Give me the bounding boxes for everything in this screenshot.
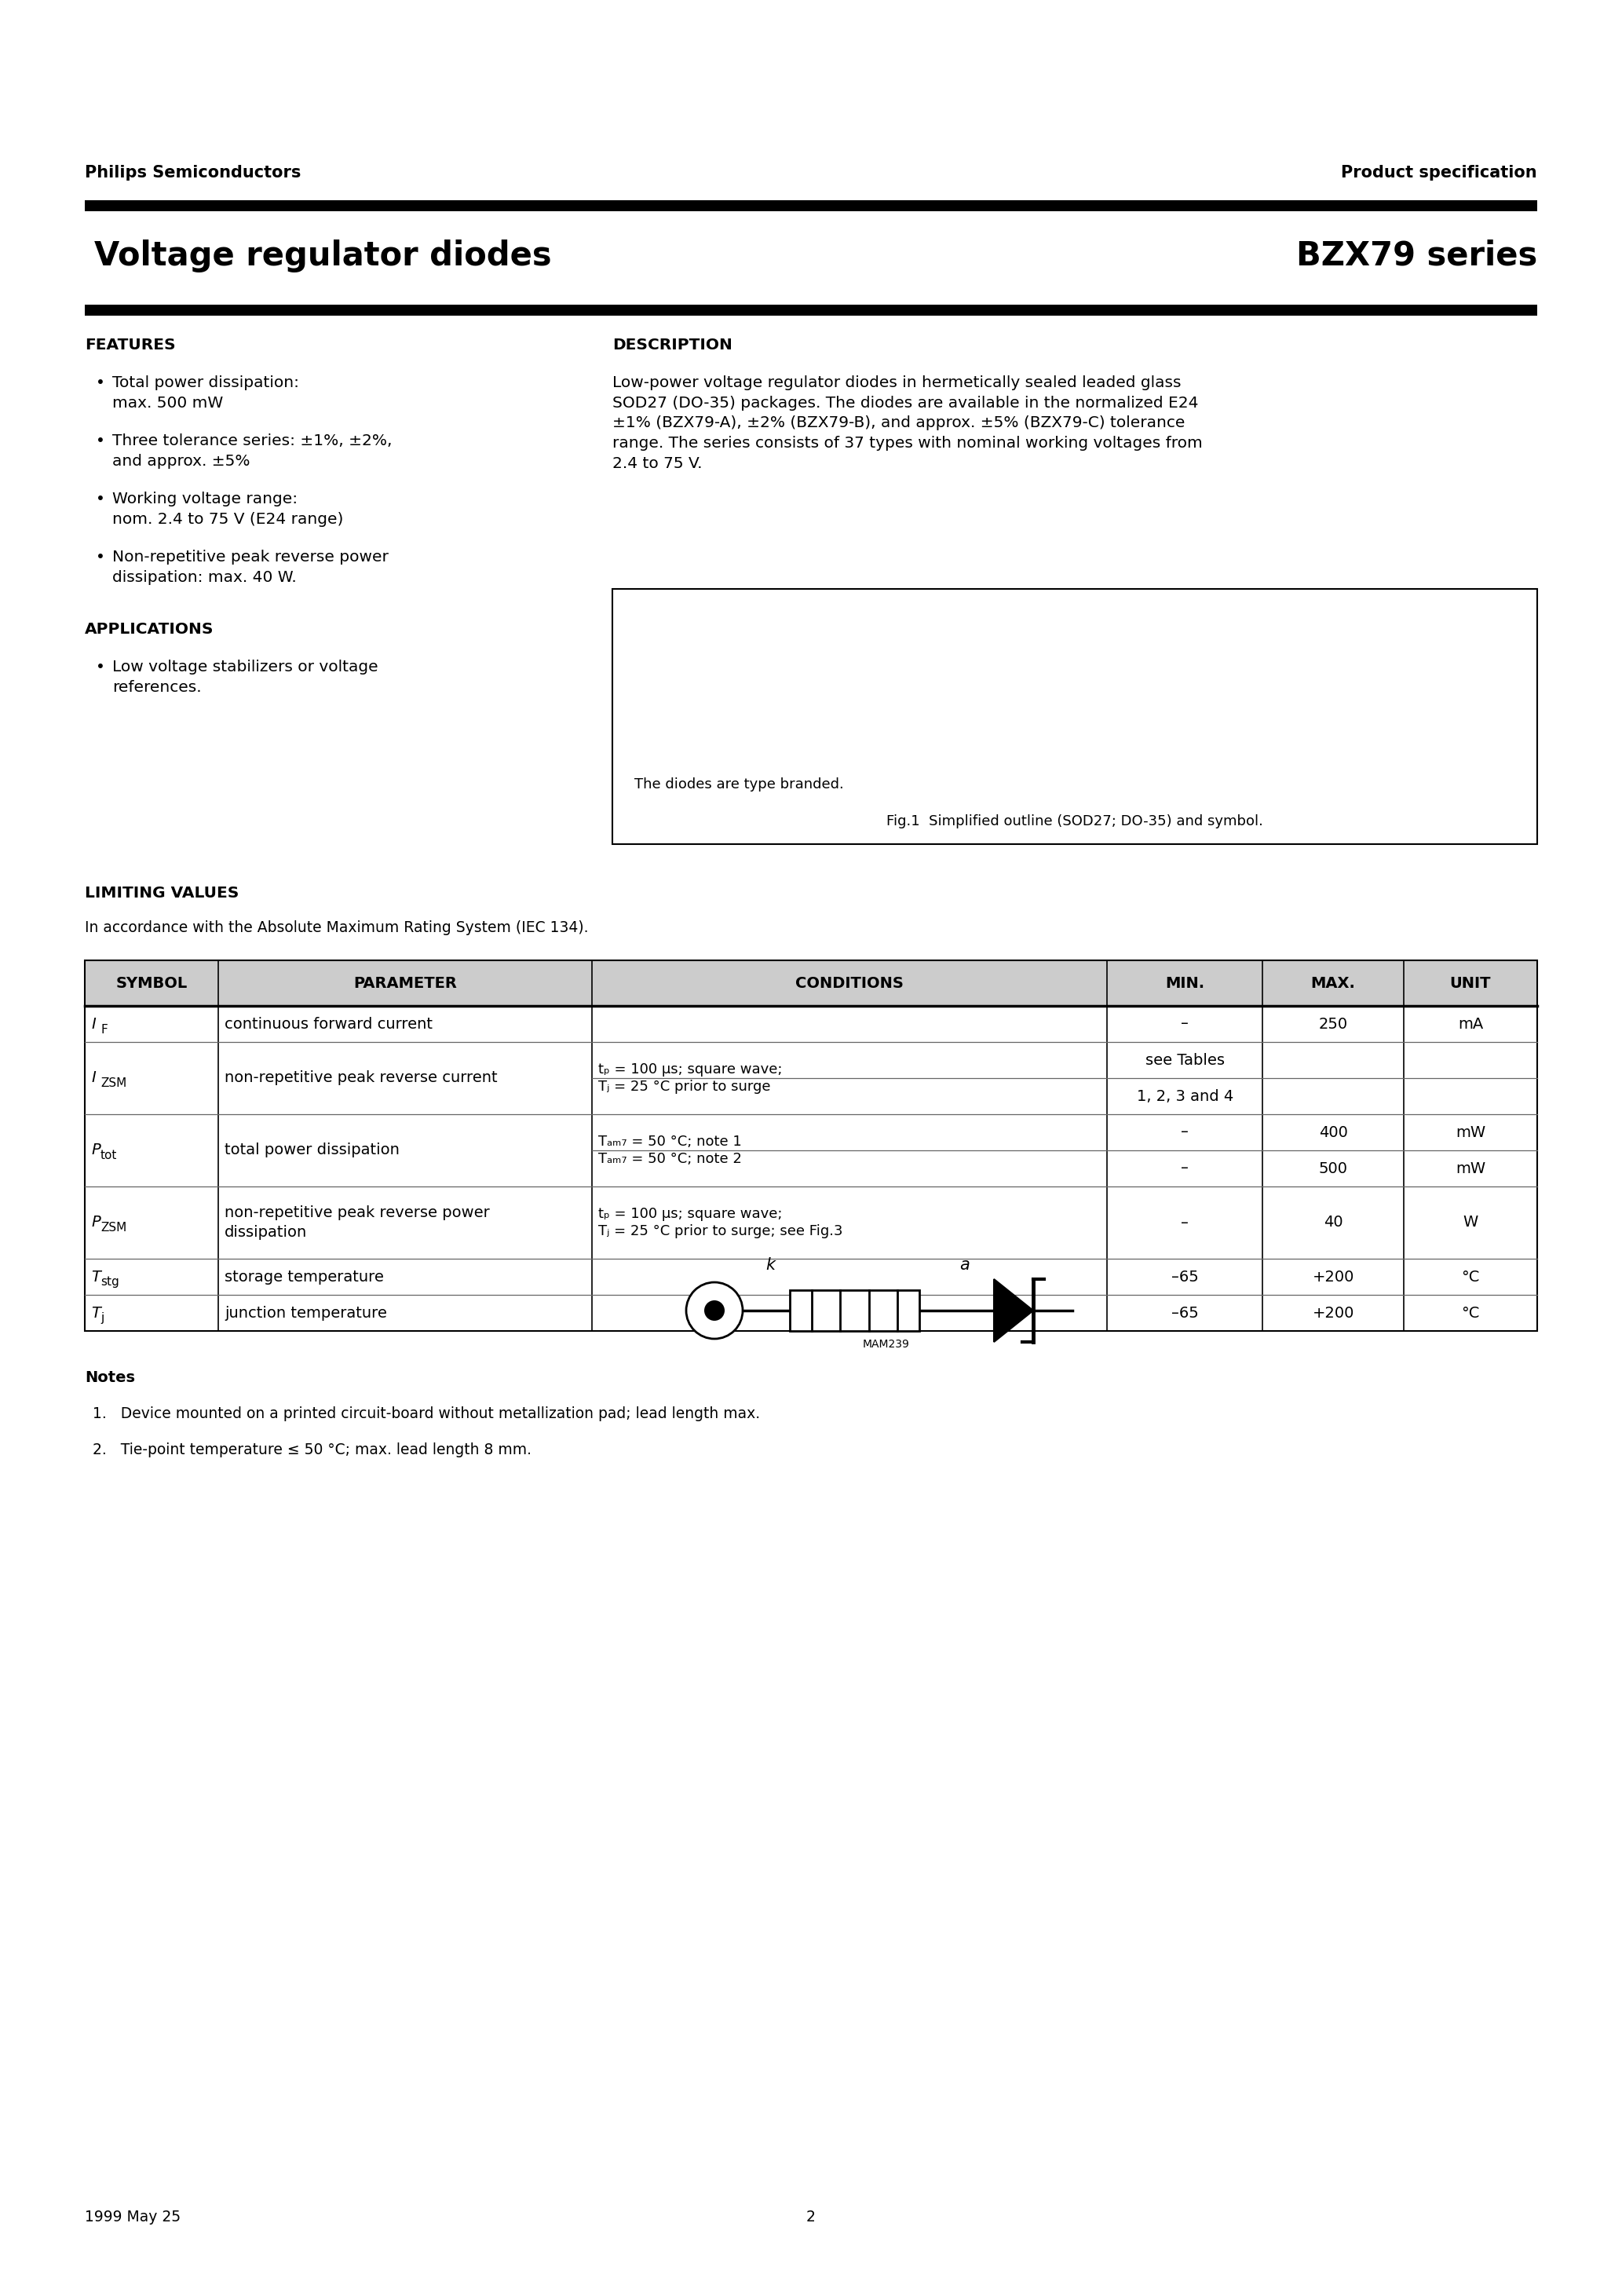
Text: P: P xyxy=(91,1215,101,1231)
Text: P: P xyxy=(91,1143,101,1157)
Text: see Tables: see Tables xyxy=(1145,1052,1225,1068)
Text: tₚ = 100 μs; square wave;
Tⱼ = 25 °C prior to surge: tₚ = 100 μs; square wave; Tⱼ = 25 °C pri… xyxy=(599,1063,782,1095)
Text: Working voltage range:
nom. 2.4 to 75 V (E24 range): Working voltage range: nom. 2.4 to 75 V … xyxy=(112,491,344,526)
Polygon shape xyxy=(994,1279,1033,1341)
Bar xyxy=(84,305,1538,315)
Text: –65: –65 xyxy=(1171,1306,1199,1320)
Text: MAX.: MAX. xyxy=(1311,976,1356,990)
Text: +200: +200 xyxy=(1312,1270,1354,1283)
Text: a: a xyxy=(960,1258,970,1272)
Text: Voltage regulator diodes: Voltage regulator diodes xyxy=(94,239,551,273)
Text: Tₐₘ₇ = 50 °C; note 1
Tₐₘ₇ = 50 °C; note 2: Tₐₘ₇ = 50 °C; note 1 Tₐₘ₇ = 50 °C; note … xyxy=(599,1134,741,1166)
Text: BZX79 series: BZX79 series xyxy=(1296,239,1538,273)
Text: –: – xyxy=(1181,1215,1189,1231)
Text: 40: 40 xyxy=(1324,1215,1343,1231)
Text: •: • xyxy=(96,491,105,507)
Bar xyxy=(613,588,1538,845)
Text: •: • xyxy=(96,374,105,390)
Text: I: I xyxy=(91,1017,96,1031)
Text: stg: stg xyxy=(101,1277,118,1288)
Text: Notes: Notes xyxy=(84,1371,135,1384)
Text: –: – xyxy=(1181,1162,1189,1176)
Text: Low voltage stabilizers or voltage
references.: Low voltage stabilizers or voltage refer… xyxy=(112,659,378,696)
Text: F: F xyxy=(101,1024,107,1035)
Circle shape xyxy=(686,1281,743,1339)
Text: mW: mW xyxy=(1455,1125,1486,1139)
Text: storage temperature: storage temperature xyxy=(225,1270,384,1283)
Text: 1, 2, 3 and 4: 1, 2, 3 and 4 xyxy=(1137,1088,1233,1104)
Bar xyxy=(790,1290,920,1332)
Text: junction temperature: junction temperature xyxy=(225,1306,388,1320)
Text: Low-power voltage regulator diodes in hermetically sealed leaded glass
SOD27 (DO: Low-power voltage regulator diodes in he… xyxy=(613,374,1202,471)
Text: 500: 500 xyxy=(1319,1162,1348,1176)
Text: CONDITIONS: CONDITIONS xyxy=(795,976,903,990)
Text: •: • xyxy=(96,549,105,565)
Text: 2: 2 xyxy=(806,2209,816,2225)
Text: T: T xyxy=(91,1270,101,1283)
Text: tₚ = 100 μs; square wave;
Tⱼ = 25 °C prior to surge; see Fig.3: tₚ = 100 μs; square wave; Tⱼ = 25 °C pri… xyxy=(599,1205,842,1238)
Text: –65: –65 xyxy=(1171,1270,1199,1283)
Text: non-repetitive peak reverse power
dissipation: non-repetitive peak reverse power dissip… xyxy=(225,1205,490,1240)
Bar xyxy=(84,200,1538,211)
Text: 1999 May 25: 1999 May 25 xyxy=(84,2209,180,2225)
Text: Non-repetitive peak reverse power
dissipation: max. 40 W.: Non-repetitive peak reverse power dissip… xyxy=(112,549,389,585)
Bar xyxy=(84,960,1538,1332)
Text: Three tolerance series: ±1%, ±2%,
and approx. ±5%: Three tolerance series: ±1%, ±2%, and ap… xyxy=(112,434,393,468)
Text: ZSM: ZSM xyxy=(101,1221,127,1233)
Text: continuous forward current: continuous forward current xyxy=(225,1017,433,1031)
Text: •: • xyxy=(96,434,105,448)
Text: MAM239: MAM239 xyxy=(863,1339,910,1350)
Text: T: T xyxy=(91,1306,101,1320)
Text: I: I xyxy=(91,1070,96,1086)
Text: j: j xyxy=(101,1313,104,1325)
Text: 1.   Device mounted on a printed circuit-board without metallization pad; lead l: 1. Device mounted on a printed circuit-b… xyxy=(92,1407,761,1421)
Text: mW: mW xyxy=(1455,1162,1486,1176)
Text: 2.   Tie-point temperature ≤ 50 °C; max. lead length 8 mm.: 2. Tie-point temperature ≤ 50 °C; max. l… xyxy=(92,1442,532,1458)
Text: APPLICATIONS: APPLICATIONS xyxy=(84,622,214,636)
Text: ZSM: ZSM xyxy=(101,1077,127,1091)
Text: k: k xyxy=(766,1258,775,1272)
Text: In accordance with the Absolute Maximum Rating System (IEC 134).: In accordance with the Absolute Maximum … xyxy=(84,921,589,934)
Text: –: – xyxy=(1181,1017,1189,1031)
Text: tot: tot xyxy=(101,1150,117,1162)
Text: Product specification: Product specification xyxy=(1341,165,1538,181)
Text: total power dissipation: total power dissipation xyxy=(225,1143,399,1157)
Text: °C: °C xyxy=(1461,1306,1479,1320)
Text: FEATURES: FEATURES xyxy=(84,338,175,354)
Text: LIMITING VALUES: LIMITING VALUES xyxy=(84,886,238,900)
Circle shape xyxy=(704,1300,725,1320)
Text: MIN.: MIN. xyxy=(1165,976,1205,990)
Text: The diodes are type branded.: The diodes are type branded. xyxy=(634,778,843,792)
Text: +200: +200 xyxy=(1312,1306,1354,1320)
Text: 400: 400 xyxy=(1319,1125,1348,1139)
Text: mA: mA xyxy=(1458,1017,1483,1031)
Text: 250: 250 xyxy=(1319,1017,1348,1031)
Text: SYMBOL: SYMBOL xyxy=(115,976,188,990)
Text: W: W xyxy=(1463,1215,1478,1231)
Text: UNIT: UNIT xyxy=(1450,976,1491,990)
Text: Total power dissipation:
max. 500 mW: Total power dissipation: max. 500 mW xyxy=(112,374,298,411)
Text: non-repetitive peak reverse current: non-repetitive peak reverse current xyxy=(225,1070,498,1086)
Text: °C: °C xyxy=(1461,1270,1479,1283)
Bar xyxy=(84,960,1538,1006)
Text: DESCRIPTION: DESCRIPTION xyxy=(613,338,733,354)
Text: Philips Semiconductors: Philips Semiconductors xyxy=(84,165,302,181)
Text: PARAMETER: PARAMETER xyxy=(354,976,457,990)
Text: –: – xyxy=(1181,1125,1189,1139)
Text: Fig.1  Simplified outline (SOD27; DO-35) and symbol.: Fig.1 Simplified outline (SOD27; DO-35) … xyxy=(886,815,1264,829)
Text: •: • xyxy=(96,659,105,675)
